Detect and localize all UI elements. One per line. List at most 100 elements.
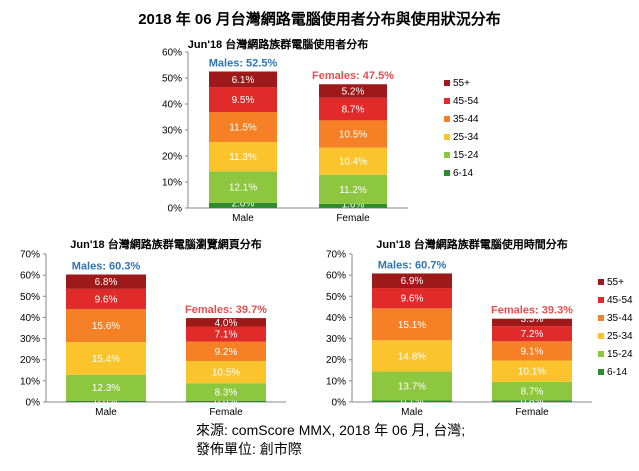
legend-label: 45-54 xyxy=(607,295,633,306)
legend-swatch xyxy=(598,333,604,339)
bar-segment xyxy=(209,202,277,208)
legend-swatch xyxy=(444,170,450,176)
legend-label: 45-54 xyxy=(453,96,479,107)
data-label: 1.6% xyxy=(342,199,365,210)
bar-segment xyxy=(66,309,146,343)
legend-label: 55+ xyxy=(607,277,624,288)
bar-segment xyxy=(319,120,387,148)
y-tick-label: 30% xyxy=(162,126,182,137)
chart-title: Jun'18 台灣網路族群電腦瀏覽網頁分布 xyxy=(70,237,261,251)
bar-segment xyxy=(492,400,572,402)
bar-segment xyxy=(66,342,146,375)
category-label: Female xyxy=(515,407,549,418)
category-label: Female xyxy=(336,213,370,224)
bar-segment xyxy=(186,326,266,342)
chart-svg: Jun'18 台灣網路族群電腦使用者分布 0% 10% 20% 30% 40% 50% 60%… xyxy=(162,37,479,224)
data-label: 14.8% xyxy=(398,351,426,362)
bar-segment xyxy=(319,84,387,98)
y-tick-label: 20% xyxy=(20,355,40,366)
y-tick-label: 0% xyxy=(26,398,41,409)
category-label: Female xyxy=(209,407,243,418)
bar-segment xyxy=(186,318,266,327)
legend-swatch xyxy=(598,279,604,285)
data-label: 6.9% xyxy=(401,276,424,287)
legend-swatch xyxy=(598,351,604,357)
data-label: 9.6% xyxy=(95,295,118,306)
y-tick-label: 40% xyxy=(20,313,40,324)
legend-swatch xyxy=(444,80,450,86)
chart-browsing-distribution: Jun'18 台灣網路族群電腦瀏覽網頁分布 0% 10% 20% 30% 40% 50% 60… xyxy=(6,236,306,422)
chart-title: Jun'18 台灣網路族群電腦使用者分布 xyxy=(188,37,368,51)
legend-swatch xyxy=(598,315,604,321)
data-label: 10.1% xyxy=(518,367,546,378)
bar-segment xyxy=(372,308,452,341)
data-label: 6.8% xyxy=(95,277,118,288)
legend-label: 15-24 xyxy=(453,150,479,161)
bar-segment xyxy=(372,400,452,402)
y-tick-label: 10% xyxy=(162,178,182,189)
bar-segment xyxy=(319,97,387,121)
data-label: 11.5% xyxy=(229,123,257,134)
legend-swatch xyxy=(444,152,450,158)
total-label: Females: 47.5% xyxy=(312,70,394,82)
category-label: Male xyxy=(95,407,117,418)
chart-svg: Jun'18 台灣網路族群電腦使用時間分布 0% 10% 20% 30% 40% 50% 60… xyxy=(326,237,633,418)
data-label: 0.8% xyxy=(521,396,544,407)
data-label: 0.7% xyxy=(401,396,424,407)
bar-segment xyxy=(209,87,277,113)
bar-segment xyxy=(372,340,452,372)
y-tick-label: 60% xyxy=(162,48,182,59)
y-tick-label: 0% xyxy=(168,204,183,215)
data-label: 12.1% xyxy=(229,183,257,194)
data-label: 5.2% xyxy=(342,87,365,98)
legend-swatch xyxy=(598,369,604,375)
bar-segment xyxy=(209,71,277,88)
bar-segment xyxy=(186,360,266,384)
data-label: 6.1% xyxy=(232,75,255,86)
data-label: 8.7% xyxy=(342,105,365,116)
y-tick-label: 60% xyxy=(326,271,346,282)
total-label: Females: 39.7% xyxy=(185,304,267,316)
legend-swatch xyxy=(444,134,450,140)
y-tick-label: 50% xyxy=(162,74,182,85)
y-tick-label: 70% xyxy=(20,250,40,261)
data-label: 11.3% xyxy=(229,152,257,163)
bar-segment xyxy=(186,400,266,402)
y-tick-label: 30% xyxy=(326,334,346,345)
legend-label: 35-44 xyxy=(607,313,633,324)
data-label: 3.5% xyxy=(521,314,544,325)
y-tick-label: 40% xyxy=(326,313,346,324)
legend-label: 35-44 xyxy=(453,114,479,125)
legend-swatch xyxy=(598,297,604,303)
data-label: 9.2% xyxy=(215,347,238,358)
source-note: 來源: comScore MMX, 2018 年 06 月, 台灣; 發佈單位:… xyxy=(196,421,465,459)
bar-segment xyxy=(492,326,572,342)
y-tick-label: 20% xyxy=(162,152,182,163)
bar-segment xyxy=(492,341,572,361)
data-label: 15.4% xyxy=(92,354,120,365)
y-tick-label: 30% xyxy=(20,334,40,345)
y-tick-label: 50% xyxy=(326,292,346,303)
bar-segment xyxy=(66,288,146,310)
data-label: 0.6% xyxy=(95,396,118,407)
data-label: 15.6% xyxy=(92,321,120,332)
bar-segment xyxy=(372,288,452,309)
data-label: 9.5% xyxy=(232,95,255,106)
bar-segment xyxy=(209,112,277,142)
total-label: Females: 39.3% xyxy=(491,305,573,317)
data-label: 2.0% xyxy=(232,198,255,209)
data-label: 4.0% xyxy=(215,318,238,329)
data-label: 11.2% xyxy=(339,185,367,196)
legend-label: 25-34 xyxy=(607,331,633,342)
source-line: 來源: comScore MMX, 2018 年 06 月, 台灣; xyxy=(196,422,466,438)
legend-swatch xyxy=(444,98,450,104)
bar-segment xyxy=(209,171,277,203)
y-tick-label: 0% xyxy=(332,398,347,409)
category-label: Male xyxy=(401,407,423,418)
chart-svg: Jun'18 台灣網路族群電腦瀏覽網頁分布 0% 10% 20% 30% 40% 50% 60… xyxy=(20,237,286,418)
data-label: 10.4% xyxy=(339,157,367,168)
publisher-line: 發佈單位: 創市際 xyxy=(196,441,302,457)
data-label: 7.2% xyxy=(521,329,544,340)
bar-segment xyxy=(492,381,572,401)
data-label: 13.7% xyxy=(398,382,426,393)
